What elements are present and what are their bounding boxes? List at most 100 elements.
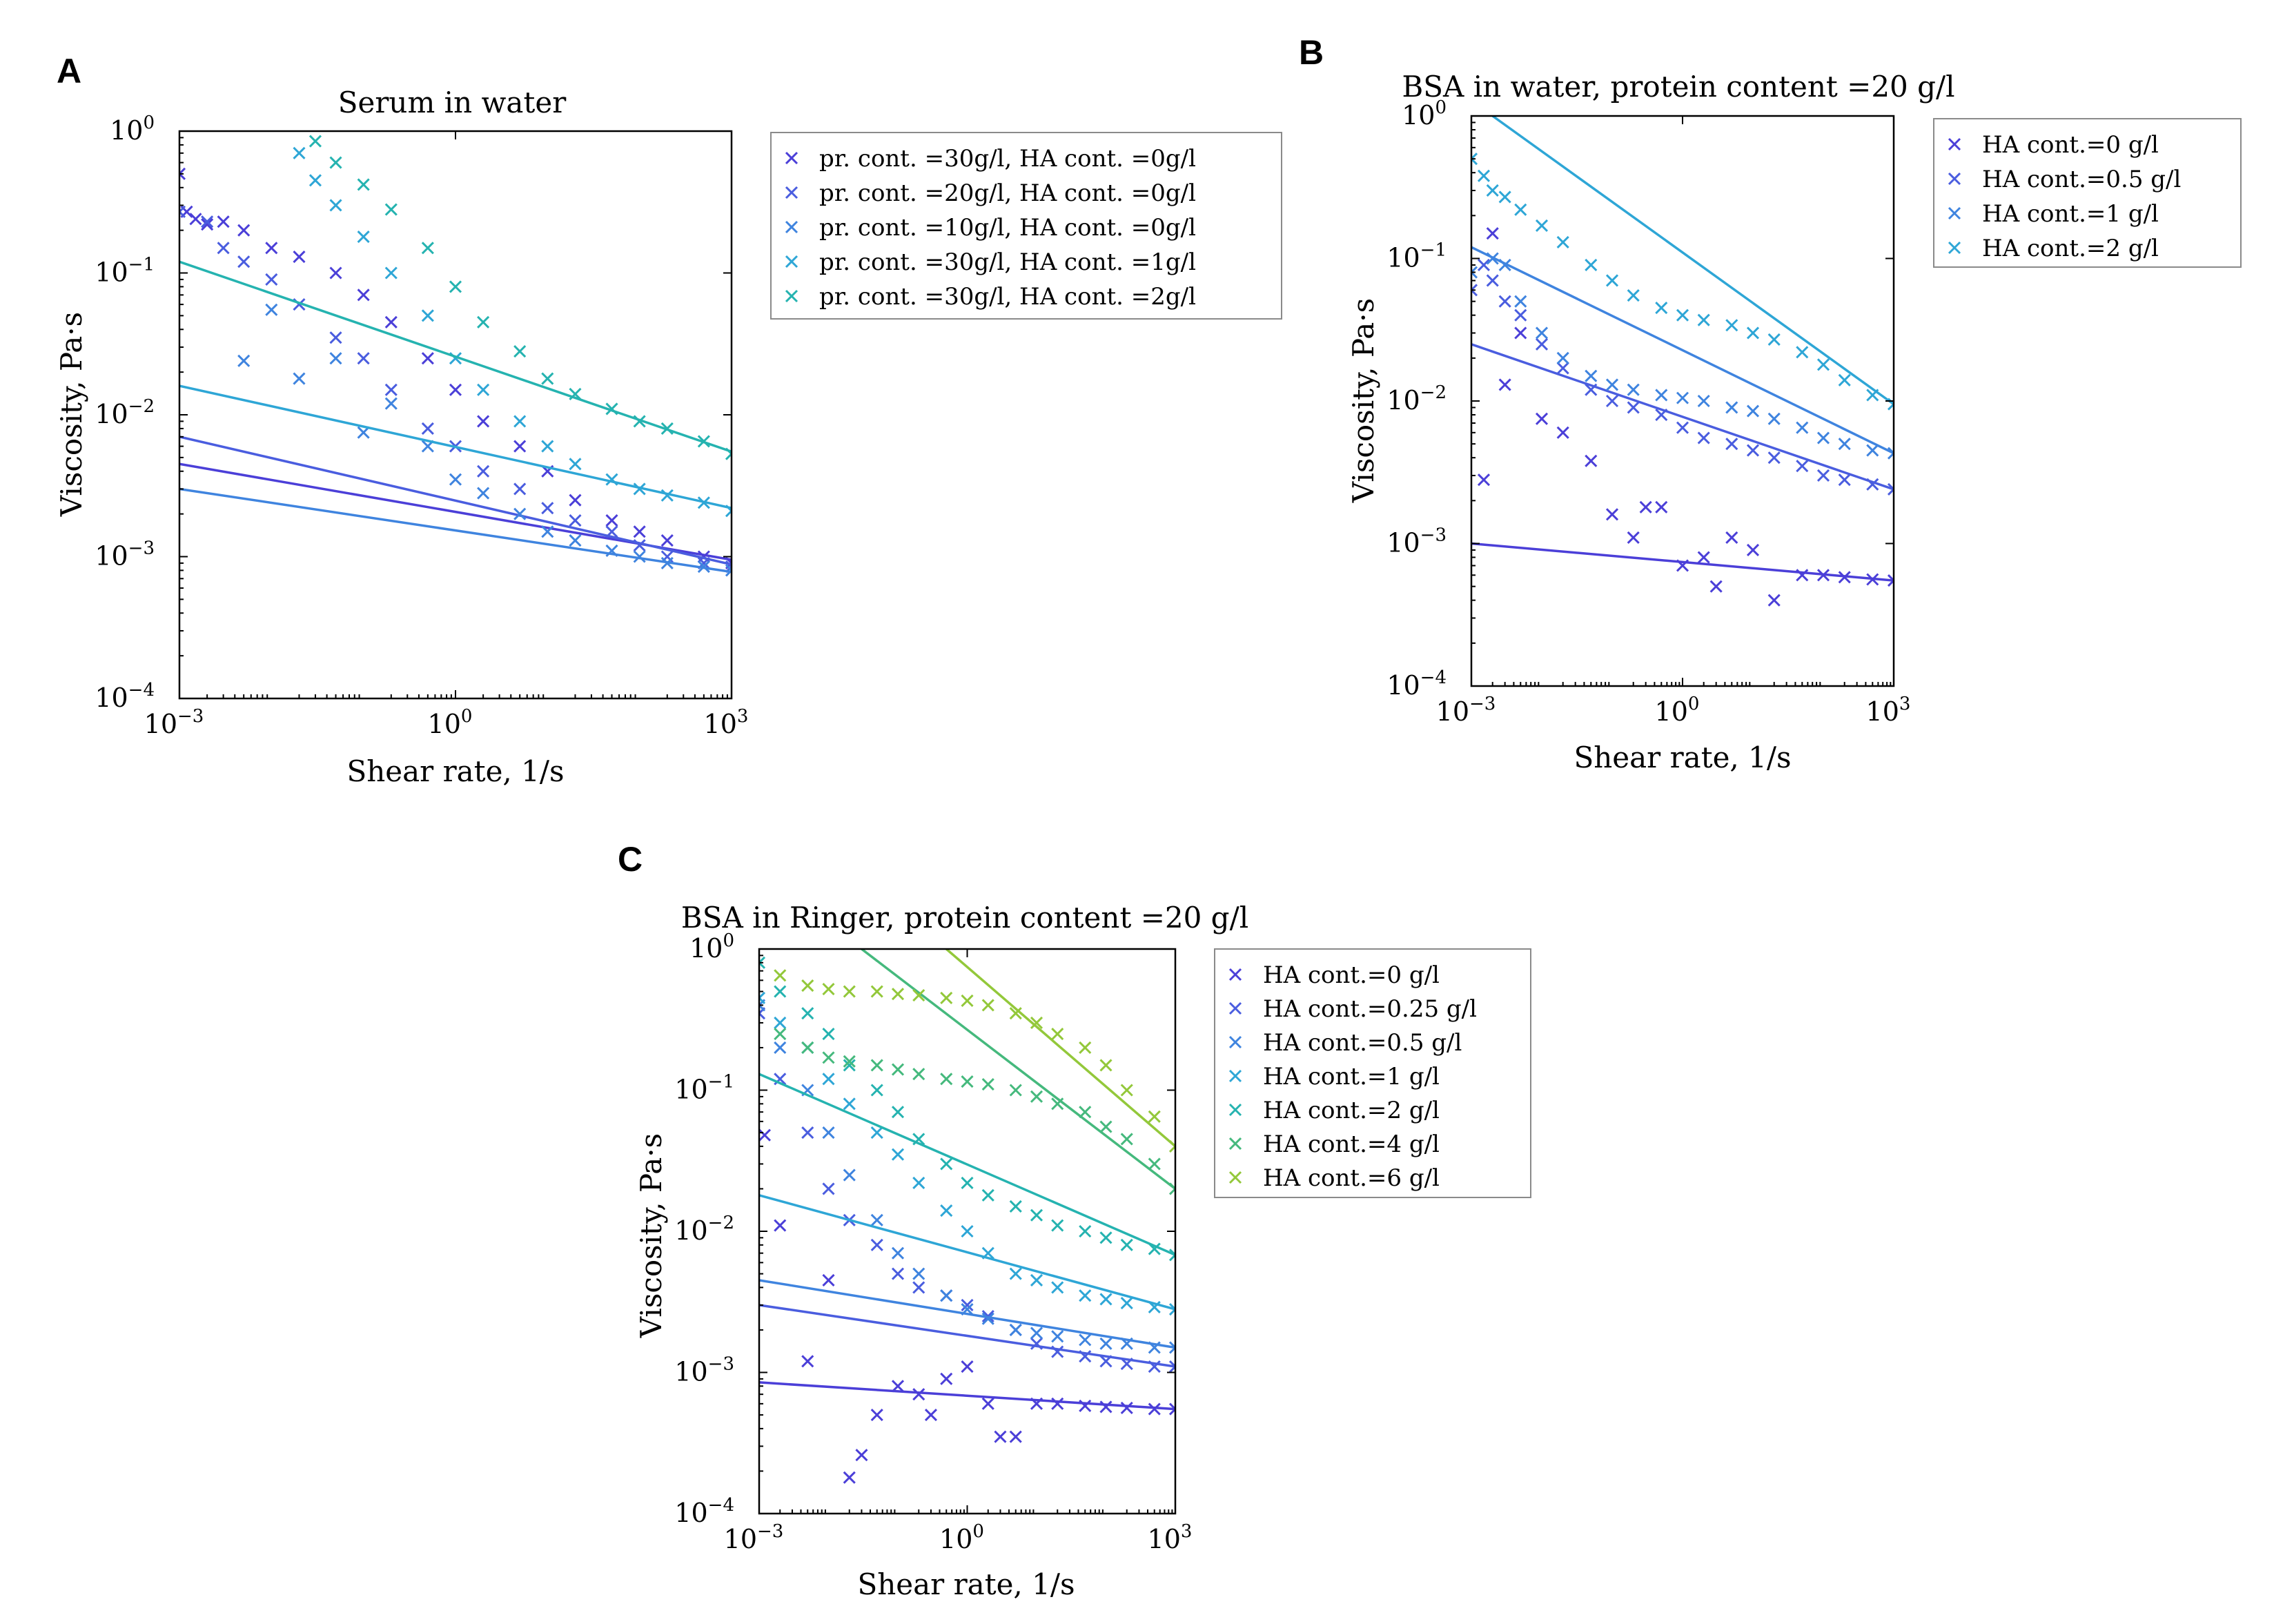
data-point: [1639, 500, 1652, 513]
fit-line: [759, 1279, 1175, 1349]
legend-marker: [1948, 206, 1961, 220]
legend-marker: [1948, 137, 1961, 151]
data-point: [1746, 404, 1760, 418]
y-tick-label: 10−2: [1386, 382, 1447, 415]
data-point: [1655, 389, 1668, 402]
data-point: [633, 550, 646, 563]
data-point: [1816, 469, 1830, 482]
series: [1471, 246, 1894, 460]
data-point: [1471, 266, 1478, 279]
data-point: [421, 422, 434, 435]
data-point: [1535, 337, 1549, 351]
data-point: [1746, 543, 1760, 557]
data-point: [1009, 1430, 1022, 1443]
data-point: [870, 985, 883, 998]
data-point: [1030, 1209, 1043, 1222]
data-point: [843, 1168, 856, 1182]
fit-line: [1471, 343, 1894, 491]
x-tick-label: 100: [428, 706, 473, 739]
fit-line: [861, 949, 1175, 1190]
data-point: [1051, 1345, 1064, 1358]
data-point: [1148, 1110, 1161, 1123]
data-point: [1676, 559, 1689, 572]
x-tick-label: 103: [1866, 694, 1911, 727]
data-point: [1709, 580, 1723, 593]
data-point: [725, 564, 732, 577]
fit-line: [759, 1073, 1175, 1256]
data-point: [1796, 569, 1809, 582]
data-point: [822, 1182, 835, 1195]
data-point: [1767, 594, 1781, 607]
data-point: [1697, 394, 1710, 408]
data-point: [1627, 531, 1640, 545]
data-point: [940, 1157, 953, 1171]
legend-marker: [785, 151, 798, 165]
data-point: [1477, 169, 1491, 182]
x-tick-label: 103: [1148, 1521, 1193, 1554]
data-point: [217, 215, 230, 228]
data-point: [1486, 274, 1499, 287]
data-point: [1120, 1238, 1133, 1251]
data-point: [201, 215, 214, 228]
data-point: [1556, 351, 1569, 364]
data-point: [774, 1041, 787, 1055]
data-point: [981, 1188, 994, 1202]
data-point: [1866, 573, 1879, 586]
data-point: [1148, 1341, 1161, 1354]
data-point: [912, 1068, 925, 1081]
data-point: [605, 525, 618, 538]
data-point: [870, 1059, 883, 1072]
legend-label: HA cont.=6 g/l: [1263, 1164, 1440, 1192]
data-point: [449, 473, 462, 486]
data-point: [1725, 531, 1738, 545]
data-point: [477, 464, 490, 478]
data-point: [822, 983, 835, 996]
data-point: [1627, 401, 1640, 414]
series: [1471, 227, 1894, 607]
data-point: [513, 345, 527, 358]
data-point: [660, 422, 674, 435]
legend-label: HA cont.=0.5 g/l: [1982, 166, 2181, 193]
legend-label: HA cont.=2 g/l: [1263, 1097, 1440, 1124]
data-point: [1816, 358, 1830, 371]
y-tick-label: 10−1: [1386, 240, 1447, 273]
legend-marker: [785, 186, 798, 199]
data-point: [1498, 378, 1511, 391]
data-point: [940, 1289, 953, 1302]
x-axis-label: Shear rate, 1/s: [1574, 741, 1791, 774]
data-point: [1471, 153, 1478, 166]
data-point: [1498, 190, 1511, 204]
data-point: [912, 1267, 925, 1280]
plot-area: [759, 949, 1175, 1484]
data-point: [1514, 309, 1527, 322]
series: [759, 991, 1175, 1316]
series: [759, 999, 1175, 1354]
data-point: [801, 1126, 814, 1139]
legend-label: pr. cont. =30g/l, HA cont. =2g/l: [819, 283, 1196, 311]
data-point: [1605, 378, 1619, 391]
data-point: [981, 1312, 994, 1325]
data-point: [697, 496, 710, 509]
data-point: [293, 146, 306, 159]
legend-label: HA cont.=2 g/l: [1982, 235, 2159, 262]
data-point: [1498, 258, 1511, 272]
data-point: [421, 242, 434, 255]
data-point: [1486, 252, 1499, 265]
data-point: [1030, 1337, 1043, 1350]
data-point: [513, 415, 527, 428]
y-tick-label: 10−1: [674, 1072, 734, 1105]
data-point: [329, 156, 342, 169]
data-point: [1627, 383, 1640, 396]
legend-label: HA cont.=0 g/l: [1982, 131, 2159, 159]
data-point: [1168, 1139, 1175, 1153]
data-point: [605, 544, 618, 558]
x-tick-label: 100: [939, 1521, 984, 1554]
data-point: [1556, 426, 1569, 439]
data-point: [1746, 326, 1760, 340]
data-point: [843, 1059, 856, 1072]
data-point: [1838, 473, 1851, 487]
data-point: [633, 525, 646, 538]
data-point: [1079, 1041, 1092, 1055]
y-axis-label: Viscosity, Pa·s: [1346, 298, 1380, 503]
